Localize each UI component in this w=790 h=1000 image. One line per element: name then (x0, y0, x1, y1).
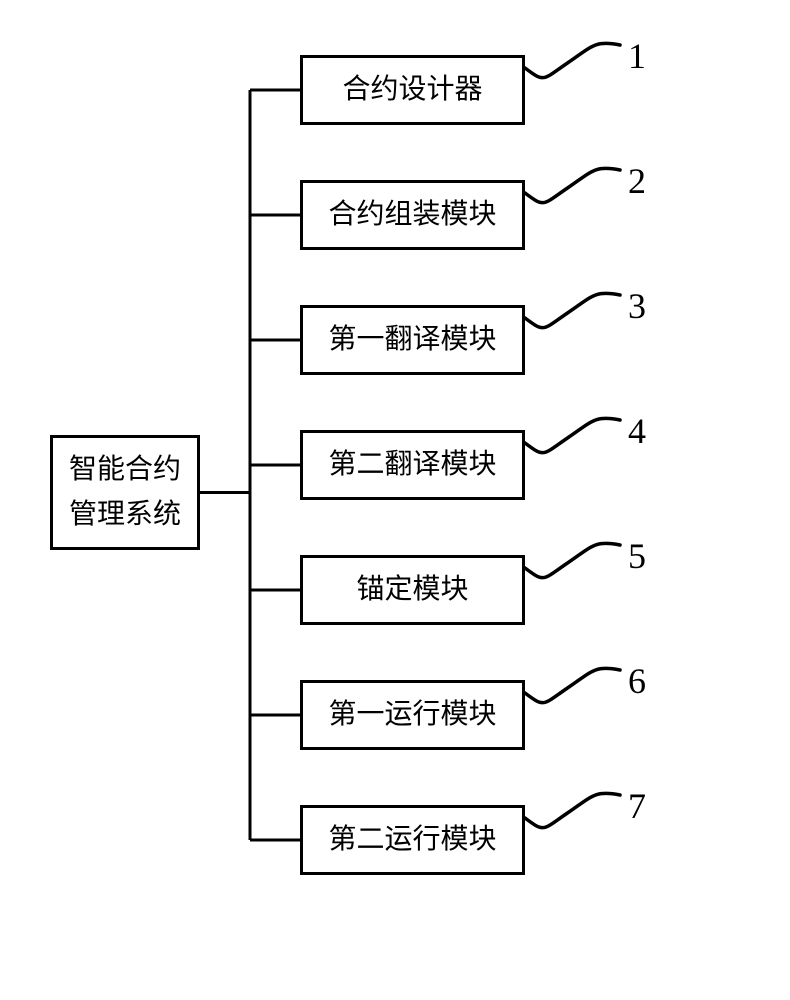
child-node-6: 第一运行模块 (300, 680, 525, 750)
child-number-2: 2 (628, 160, 646, 202)
child-node-1: 合约设计器 (300, 55, 525, 125)
root-label: 智能合约管理系统 (69, 448, 181, 538)
child-node-3: 第一翻译模块 (300, 305, 525, 375)
child-number-7: 7 (628, 785, 646, 827)
root-node: 智能合约管理系统 (50, 435, 200, 550)
child-number-3: 3 (628, 285, 646, 327)
child-node-2: 合约组装模块 (300, 180, 525, 250)
child-node-7: 第二运行模块 (300, 805, 525, 875)
child-label-4: 第二翻译模块 (328, 448, 496, 482)
child-label-2: 合约组装模块 (328, 198, 496, 232)
child-label-7: 第二运行模块 (328, 823, 496, 857)
child-number-5: 5 (628, 535, 646, 577)
child-label-5: 锚定模块 (356, 573, 468, 607)
child-label-3: 第一翻译模块 (328, 323, 496, 357)
child-label-6: 第一运行模块 (328, 698, 496, 732)
child-number-4: 4 (628, 410, 646, 452)
child-label-1: 合约设计器 (342, 73, 482, 107)
child-node-5: 锚定模块 (300, 555, 525, 625)
child-node-4: 第二翻译模块 (300, 430, 525, 500)
child-number-1: 1 (628, 35, 646, 77)
child-number-6: 6 (628, 660, 646, 702)
